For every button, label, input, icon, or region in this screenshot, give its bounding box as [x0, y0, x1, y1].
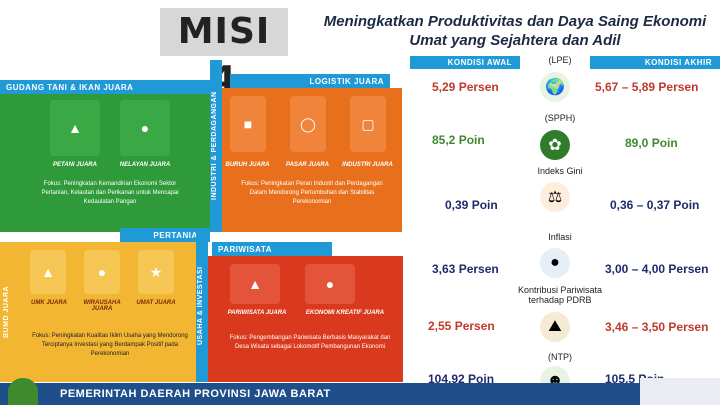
- footer-text: PEMERINTAH DAERAH PROVINSI JAWA BARAT: [60, 388, 331, 400]
- mission-title: MISI 4: [160, 8, 288, 100]
- indicator-label: Kontribusi Pariwisata terhadap PDRB: [517, 285, 603, 305]
- petani-icon: ▲: [50, 100, 100, 156]
- awal-value: 104,92 Poin: [428, 372, 495, 386]
- usaha-sidebar: [196, 232, 208, 382]
- umk-icon: ▲: [30, 250, 66, 294]
- pariwisata-juara-label: PARIWISATA JUARA: [227, 310, 287, 316]
- petani-label: PETANI JUARA: [53, 162, 97, 168]
- indicator-label: (LPE): [548, 55, 572, 65]
- industri-label: INDUSTRI JUARA: [342, 162, 393, 168]
- usaha-investasi-label: USAHA & INVESTASI: [197, 266, 204, 346]
- awal-value: 5,29 Persen: [432, 80, 499, 94]
- gudang-tani-bar: GUDANG TANI & IKAN JUARA: [0, 80, 210, 94]
- buruh-label: BURUH JUARA: [225, 162, 270, 168]
- awal-value: 2,55 Persen: [428, 319, 495, 333]
- umat-label: UMAT JUARA: [136, 300, 176, 306]
- awal-value: 0,39 Poin: [445, 198, 498, 212]
- akhir-value: 0,36 – 0,37 Poin: [610, 198, 700, 212]
- globe-growth-icon: 🌍: [540, 72, 570, 102]
- gedung-sate-icon: [640, 378, 720, 405]
- akhir-value: 5,67 – 5,89 Persen: [595, 80, 699, 94]
- pariwisata-icon: ▲: [230, 264, 280, 304]
- pertanian-panel: [0, 94, 210, 232]
- wirausaha-icon: ●: [84, 250, 120, 294]
- mission-headline: Meningkatkan Produktivitas dan Daya Sain…: [323, 13, 707, 49]
- focus-usaha: Fokus: Peningkatan Kualitas Iklim Usaha …: [32, 333, 188, 357]
- gini-icon: ⚖: [540, 182, 570, 212]
- buruh-icon: ■: [230, 96, 266, 152]
- nelayan-label: NELAYAN JUARA: [119, 162, 171, 168]
- awal-value: 3,63 Persen: [432, 262, 499, 276]
- industri-sidebar: [210, 60, 222, 232]
- bumd-sidebar: [0, 242, 18, 382]
- akhir-value: 3,00 – 4,00 Persen: [605, 262, 709, 276]
- pasar-label: PASAR JUARA: [286, 162, 329, 168]
- pasar-icon: ◯: [290, 96, 326, 152]
- ekonomi-kreatif-icon: ●: [305, 264, 355, 304]
- industri-icon: ▢: [350, 96, 386, 152]
- indicator-label: (NTP): [548, 352, 572, 362]
- provincial-emblem-icon: [8, 378, 38, 405]
- ekonomi-kreatif-label: EKONOMI KREATIF JUARA: [305, 310, 385, 316]
- akhir-value: 3,46 – 3,50 Persen: [605, 320, 709, 334]
- umat-icon: ★: [138, 250, 174, 294]
- focus-pariwisata: Fokus: Pengembangan Pariwisata Berbasis …: [229, 335, 391, 350]
- indicator-label: Inflasi: [548, 232, 572, 242]
- awal-value: 85,2 Poin: [432, 133, 485, 147]
- nelayan-icon: ●: [120, 100, 170, 156]
- footer-bar: [0, 383, 720, 405]
- bumd-label: BUMD JUARA: [3, 285, 10, 339]
- logistik-bar: LOGISTIK JUARA: [230, 74, 390, 88]
- kondisi-awal-header: KONDISI AWAL: [410, 56, 520, 69]
- focus-pertanian: Fokus: Peningkatan Kemandirian Ekonomi S…: [41, 181, 179, 205]
- akhir-value: 89,0 Poin: [625, 136, 678, 150]
- coin-stack-icon: ●: [540, 248, 570, 278]
- pertanian-bar: PERTANIAN: [120, 228, 210, 242]
- focus-industri: Fokus: Peningkatan Peran Industri dan Pe…: [241, 181, 383, 205]
- umk-label: UMK JUARA: [31, 300, 67, 306]
- wirausaha-label: WIRAUSAHA JUARA: [83, 300, 121, 312]
- indicator-label: Indeks Gini: [537, 166, 583, 176]
- pariwisata-bar: PARIWISATA: [212, 242, 332, 256]
- indicator-label: (SPPH): [544, 113, 576, 123]
- tourism-icon: ⛰: [540, 312, 570, 342]
- kondisi-akhir-header: KONDISI AKHIR: [590, 56, 720, 69]
- leaf-icon: ✿: [540, 130, 570, 160]
- industri-perdagangan-label: INDUSTRI & PERDAGANGAN: [211, 91, 218, 201]
